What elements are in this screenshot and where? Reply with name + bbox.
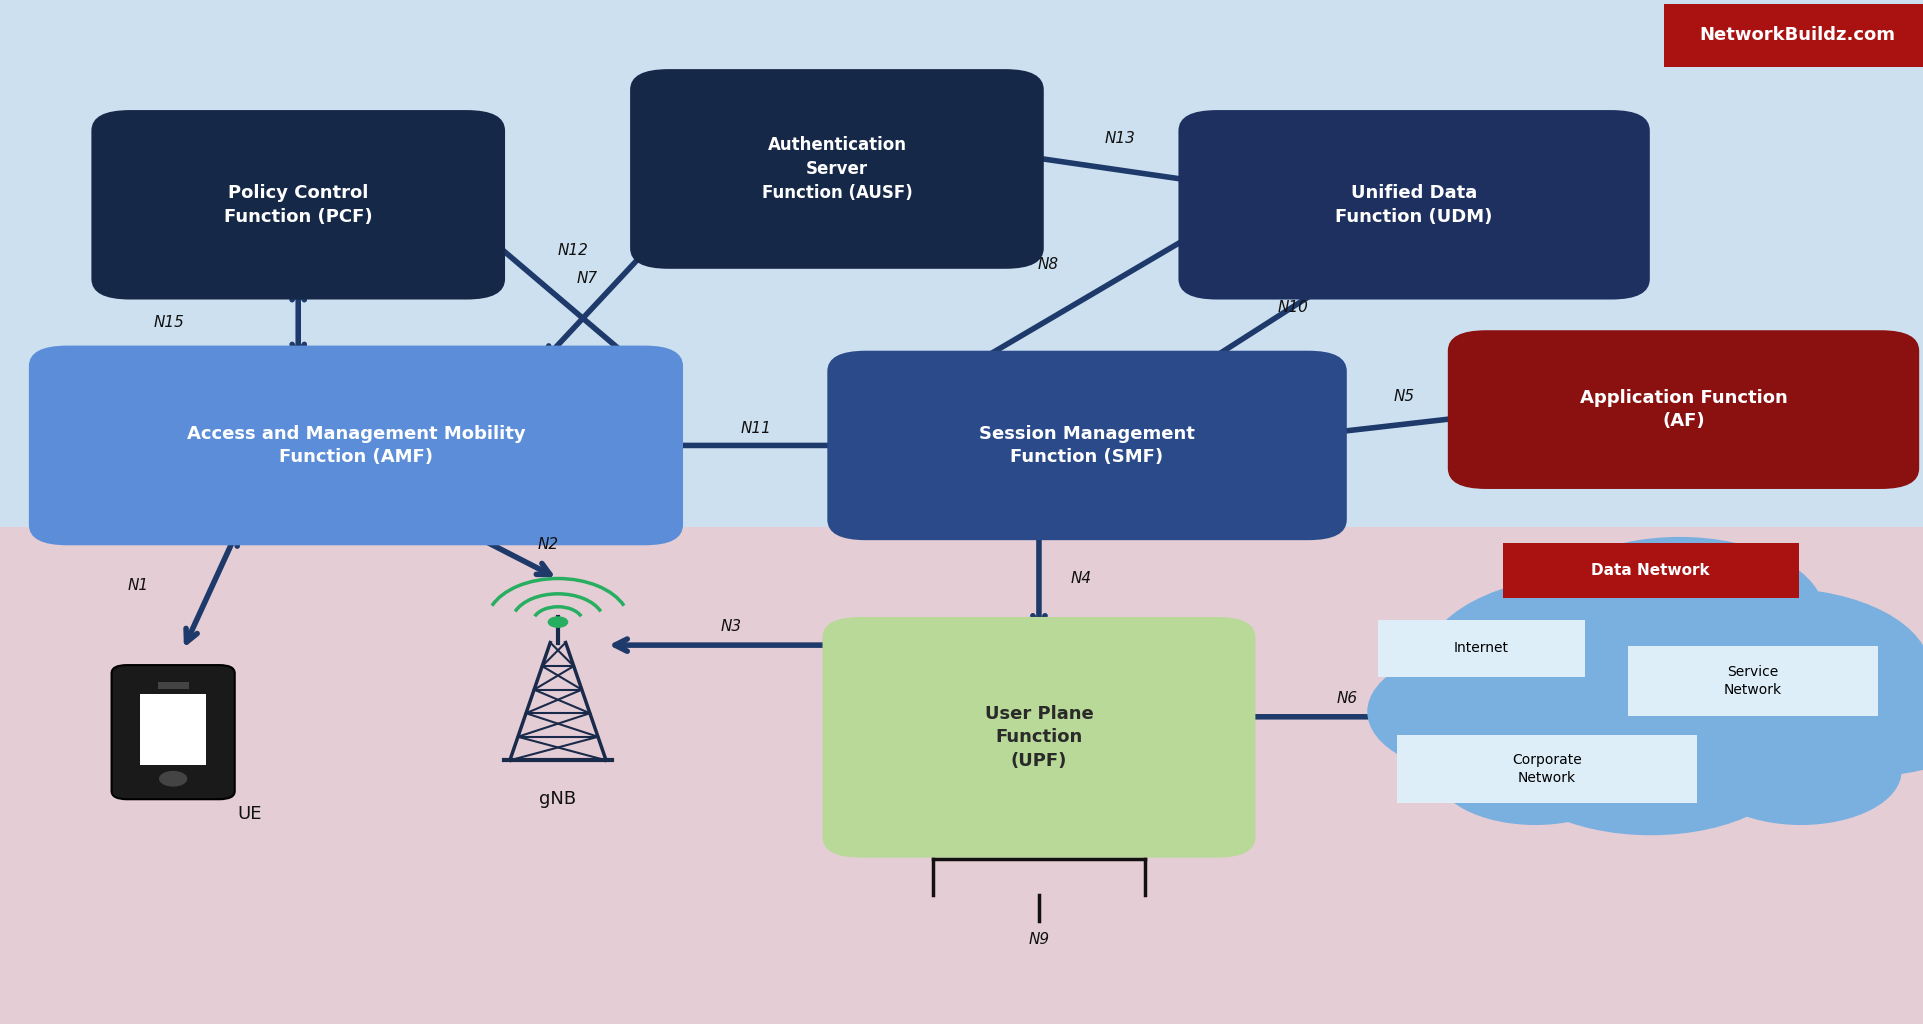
Text: N2: N2 — [538, 538, 558, 552]
Bar — [158, 683, 188, 689]
Text: gNB: gNB — [538, 791, 577, 808]
FancyBboxPatch shape — [112, 666, 235, 799]
Text: Corporate
Network: Corporate Network — [1511, 754, 1581, 784]
FancyBboxPatch shape — [1377, 620, 1585, 677]
Text: N12: N12 — [558, 244, 588, 258]
FancyBboxPatch shape — [1446, 330, 1917, 489]
FancyBboxPatch shape — [29, 346, 683, 546]
Text: Access and Management Mobility
Function (AMF): Access and Management Mobility Function … — [187, 425, 525, 466]
Text: Authentication
Server
Function (AUSF): Authentication Server Function (AUSF) — [762, 136, 912, 202]
Text: N4: N4 — [1071, 571, 1090, 586]
FancyBboxPatch shape — [90, 110, 504, 299]
Text: Session Management
Function (SMF): Session Management Function (SMF) — [979, 425, 1194, 466]
Circle shape — [1500, 675, 1800, 835]
Text: N6: N6 — [1336, 691, 1356, 706]
Circle shape — [1621, 589, 1923, 753]
Text: N3: N3 — [721, 620, 740, 634]
Circle shape — [548, 616, 567, 627]
Text: Internet: Internet — [1454, 641, 1508, 655]
Circle shape — [160, 772, 187, 786]
Text: UE: UE — [238, 805, 262, 822]
Text: N9: N9 — [1029, 932, 1048, 946]
FancyBboxPatch shape — [629, 70, 1042, 269]
Text: N10: N10 — [1277, 300, 1308, 314]
Bar — [0, 0, 1923, 527]
Bar — [140, 694, 206, 766]
Text: Application Function
(AF): Application Function (AF) — [1579, 389, 1786, 430]
FancyBboxPatch shape — [1502, 543, 1798, 598]
Text: N1: N1 — [129, 579, 148, 593]
Text: N11: N11 — [740, 421, 771, 435]
Circle shape — [1700, 718, 1900, 824]
FancyBboxPatch shape — [1663, 4, 1923, 67]
Circle shape — [1752, 648, 1923, 775]
FancyBboxPatch shape — [827, 350, 1346, 541]
Text: N13: N13 — [1104, 131, 1135, 145]
Text: N8: N8 — [1038, 257, 1058, 271]
Circle shape — [1435, 718, 1635, 824]
Text: User Plane
Function
(UPF): User Plane Function (UPF) — [985, 705, 1092, 770]
FancyBboxPatch shape — [1627, 646, 1877, 716]
Text: Service
Network: Service Network — [1723, 666, 1781, 696]
Circle shape — [1367, 648, 1606, 775]
FancyBboxPatch shape — [1177, 110, 1648, 299]
Text: N7: N7 — [577, 271, 596, 286]
Circle shape — [1535, 538, 1823, 691]
Text: Unified Data
Function (UDM): Unified Data Function (UDM) — [1335, 184, 1492, 225]
FancyBboxPatch shape — [1396, 735, 1696, 803]
Circle shape — [1423, 575, 1761, 756]
Bar — [0, 527, 1923, 1024]
Text: N15: N15 — [154, 315, 185, 330]
Text: Policy Control
Function (PCF): Policy Control Function (PCF) — [223, 184, 373, 225]
FancyBboxPatch shape — [821, 616, 1254, 857]
Text: N5: N5 — [1394, 389, 1413, 403]
Text: Data Network: Data Network — [1590, 563, 1710, 578]
Text: NetworkBuildz.com: NetworkBuildz.com — [1698, 27, 1894, 44]
